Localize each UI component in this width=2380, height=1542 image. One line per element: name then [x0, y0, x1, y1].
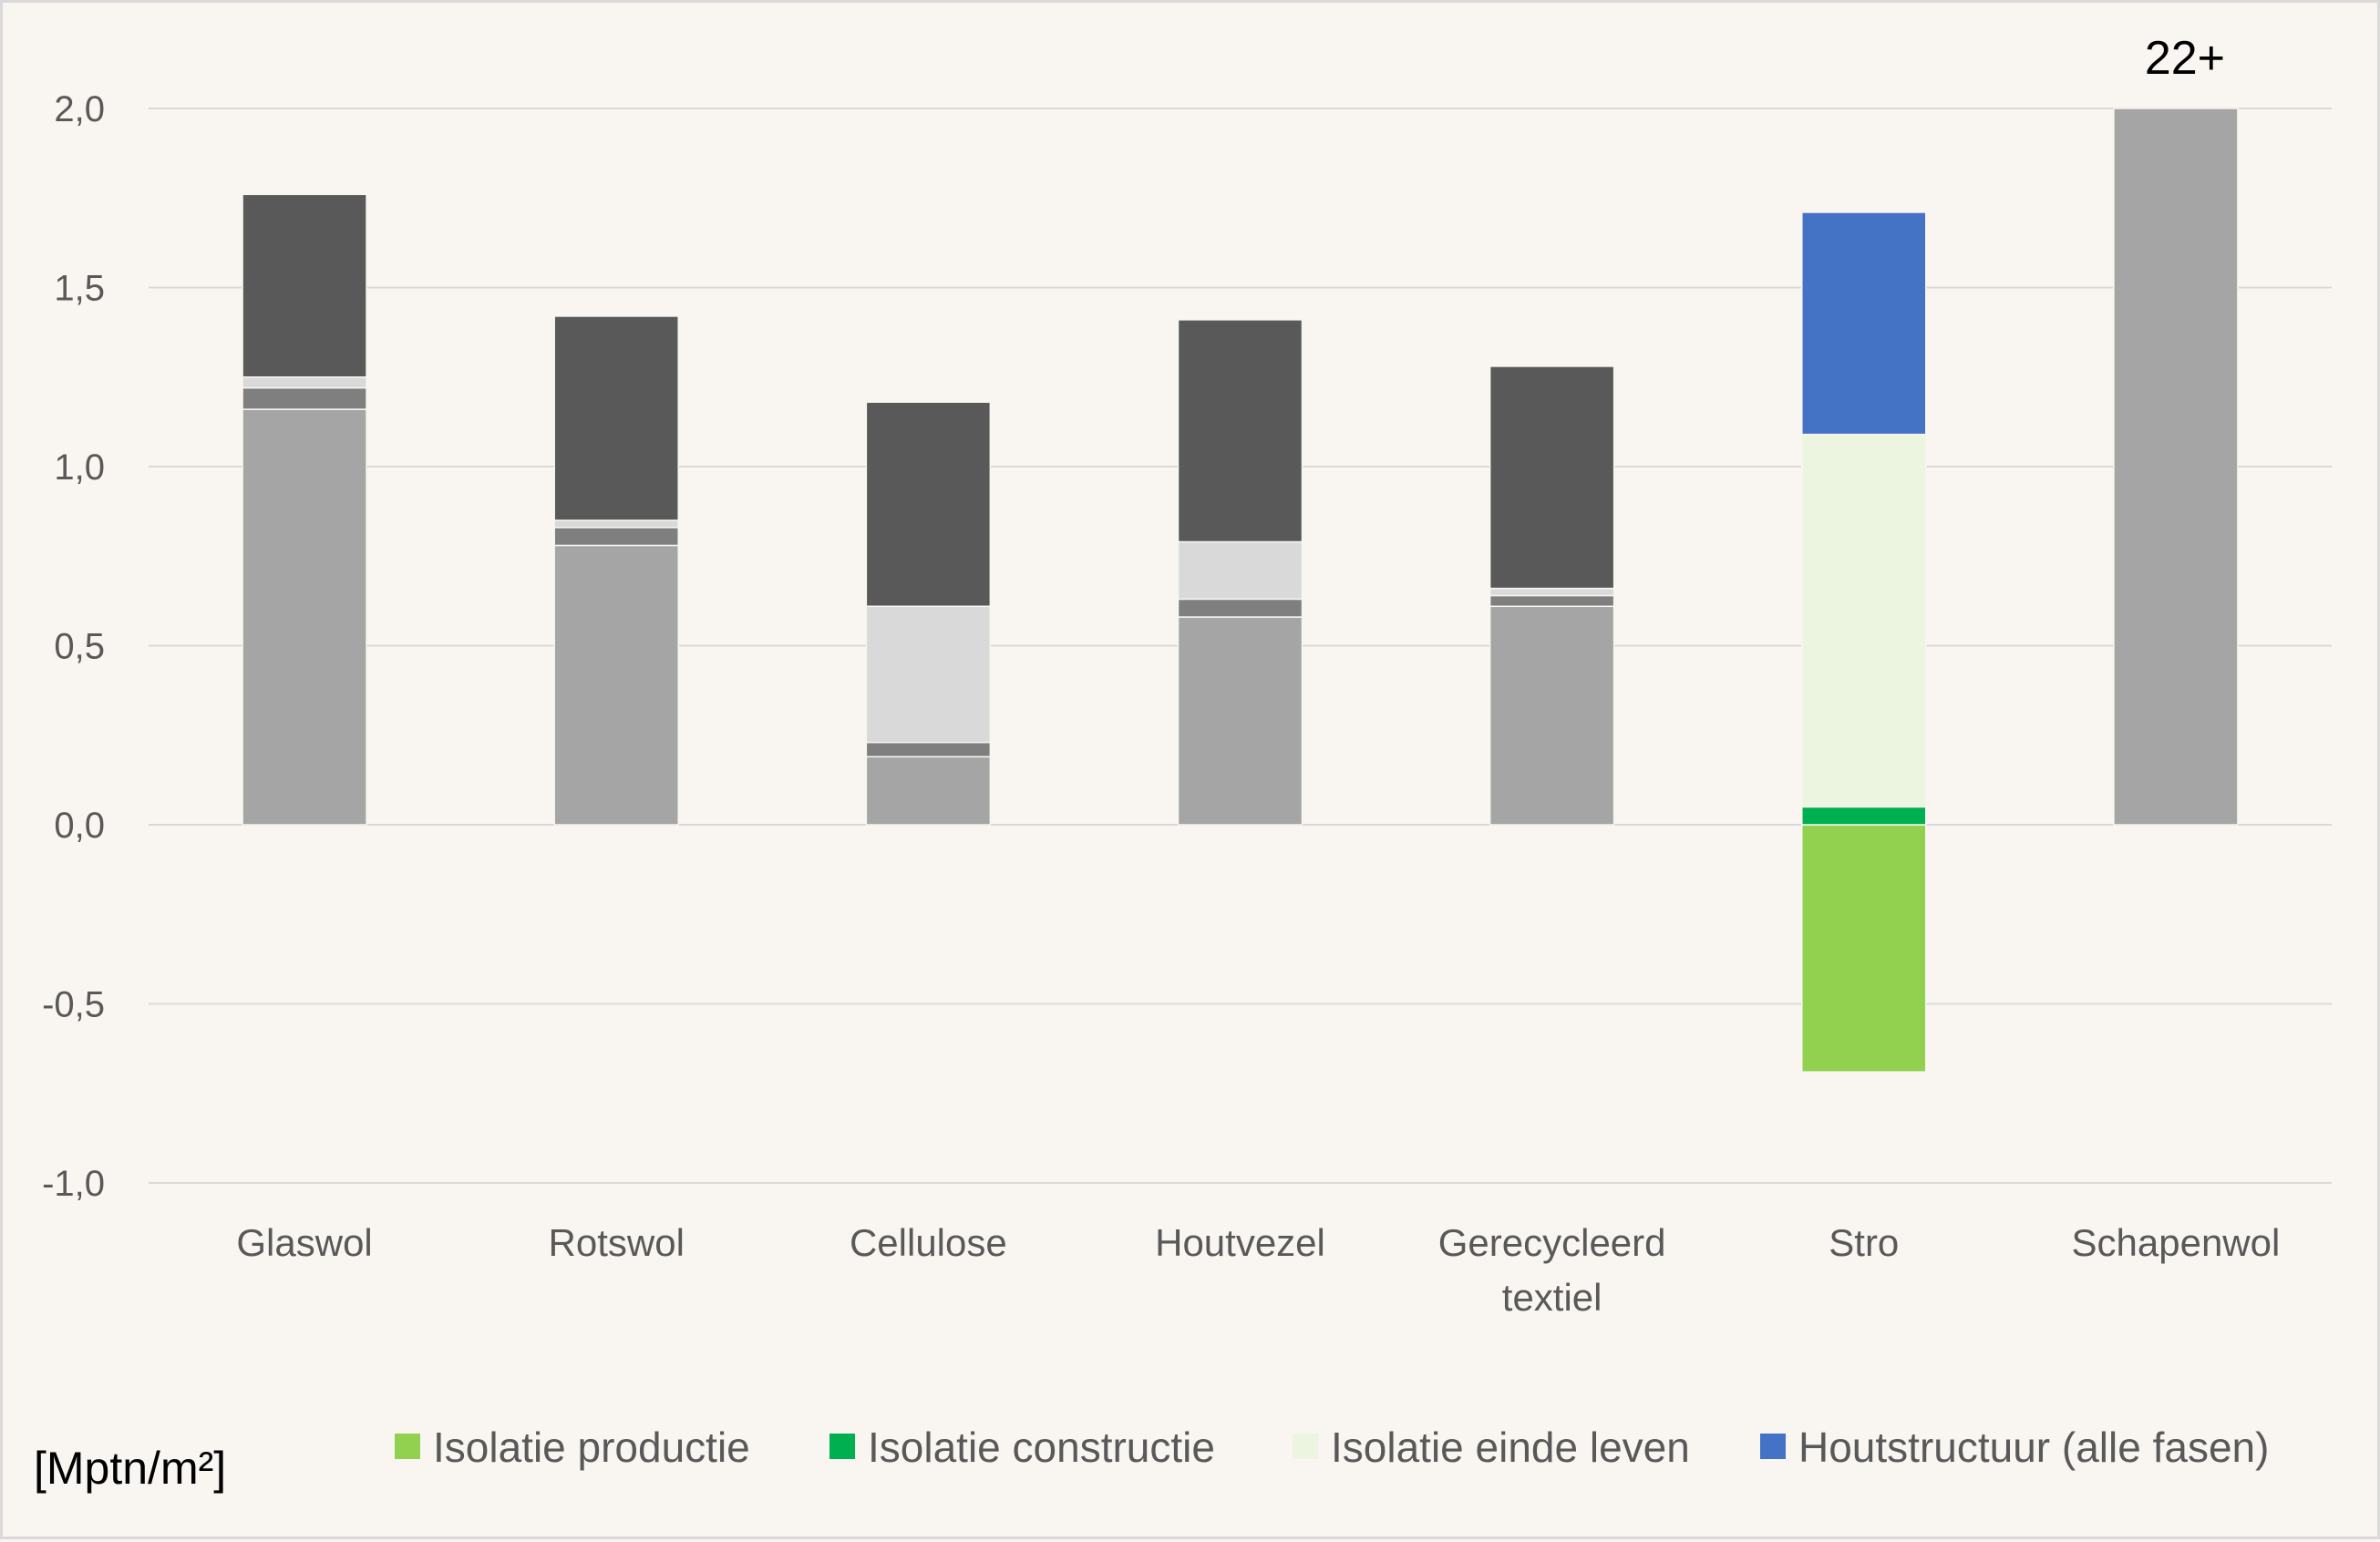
x-category-label: Cellulose [850, 1221, 1007, 1264]
bar-segment [1489, 365, 1615, 590]
annotations: 22+ [2145, 32, 2225, 85]
bar-segment [865, 741, 992, 758]
x-category-label-line: Houtvezel [1155, 1221, 1325, 1264]
y-tick-label: -1,0 [42, 1164, 105, 1204]
bar-segment [1801, 824, 1927, 1073]
x-category-label: Stro [1829, 1221, 1899, 1264]
y-tick-label: 0,0 [54, 806, 105, 846]
bar-segment [1489, 605, 1615, 826]
x-category-label: Schapenwol [2072, 1221, 2281, 1264]
bar-segment [865, 756, 992, 826]
x-category-label-line: textiel [1502, 1276, 1602, 1319]
bar-segment [1177, 598, 1303, 618]
bar-segment [1489, 587, 1615, 597]
bar-segment [1177, 319, 1303, 543]
bar-segment [1177, 616, 1303, 826]
bar-segment [242, 193, 367, 378]
stacked-bar-chart: 2,0 1,5 1,0 0,5 0,0 -0,5 -1,0 Glaswol Rotswol Ce… [34, 32, 2332, 1494]
legend-label: Houtstructuur (alle fasen) [1798, 1424, 2269, 1471]
bar-segment [2113, 108, 2239, 826]
legend-label: Isolatie constructie [868, 1424, 1215, 1471]
x-category-label-line: Glaswol [236, 1221, 372, 1264]
legend-label: Isolatie productie [433, 1424, 750, 1471]
x-category-label-line: Schapenwol [2072, 1221, 2281, 1264]
y-axis-ticks: 2,0 1,5 1,0 0,5 0,0 -0,5 -1,0 [42, 89, 105, 1204]
bar-segment [1801, 806, 1927, 826]
bar-segment [1177, 540, 1303, 601]
bar-segment [865, 401, 992, 608]
x-axis-categories: Glaswol Rotswol Cellulose Houtvezel Gerecycl… [236, 1221, 2280, 1319]
legend-label: Isolatie einde leven [1331, 1424, 1690, 1471]
x-category-label-line: Stro [1829, 1221, 1899, 1264]
bar-segment [1801, 433, 1927, 808]
y-tick-label: 0,5 [54, 627, 105, 667]
legend-swatch [1293, 1434, 1318, 1459]
bar-segment [242, 386, 367, 410]
x-category-label-line: Cellulose [850, 1221, 1007, 1264]
y-tick-label: -0,5 [42, 985, 105, 1025]
x-category-label: Glaswol [236, 1221, 372, 1264]
x-category-label: Gerecycleerd textiel [1438, 1221, 1666, 1319]
bar-segment [242, 408, 367, 826]
bar-annotation-label: 22+ [2145, 32, 2225, 85]
y-tick-label: 1,0 [54, 447, 105, 488]
x-category-label-line: Gerecycleerd [1438, 1221, 1666, 1264]
legend: Isolatie productie Isolatie constructie Is… [395, 1424, 2269, 1471]
bar-segment [553, 527, 679, 547]
bar-segment [553, 544, 679, 826]
legend-swatch [1760, 1434, 1786, 1459]
y-tick-label: 2,0 [54, 89, 105, 129]
bar-segment [865, 605, 992, 744]
x-category-label: Houtvezel [1155, 1221, 1325, 1264]
legend-swatch [829, 1434, 855, 1459]
bar-segment [1801, 211, 1927, 436]
bar-segment [553, 519, 679, 529]
x-category-label-line: Rotswol [549, 1221, 685, 1264]
y-axis-unit-label: [Mptn/m²] [34, 1443, 226, 1494]
bar-segment [242, 376, 367, 389]
legend-swatch [395, 1434, 420, 1459]
bars [242, 108, 2239, 1073]
bar-segment [553, 315, 679, 521]
bar-segment [1489, 594, 1615, 608]
y-tick-label: 1,5 [54, 269, 105, 309]
x-category-label: Rotswol [549, 1221, 685, 1264]
